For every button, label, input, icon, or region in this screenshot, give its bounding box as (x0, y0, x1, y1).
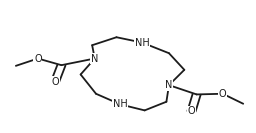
Text: O: O (34, 53, 42, 64)
Text: N: N (165, 80, 173, 90)
Text: O: O (51, 77, 59, 87)
Text: O: O (188, 106, 195, 116)
Text: NH: NH (113, 99, 128, 109)
Text: N: N (91, 53, 98, 64)
Text: O: O (219, 89, 227, 99)
Text: NH: NH (135, 38, 150, 48)
